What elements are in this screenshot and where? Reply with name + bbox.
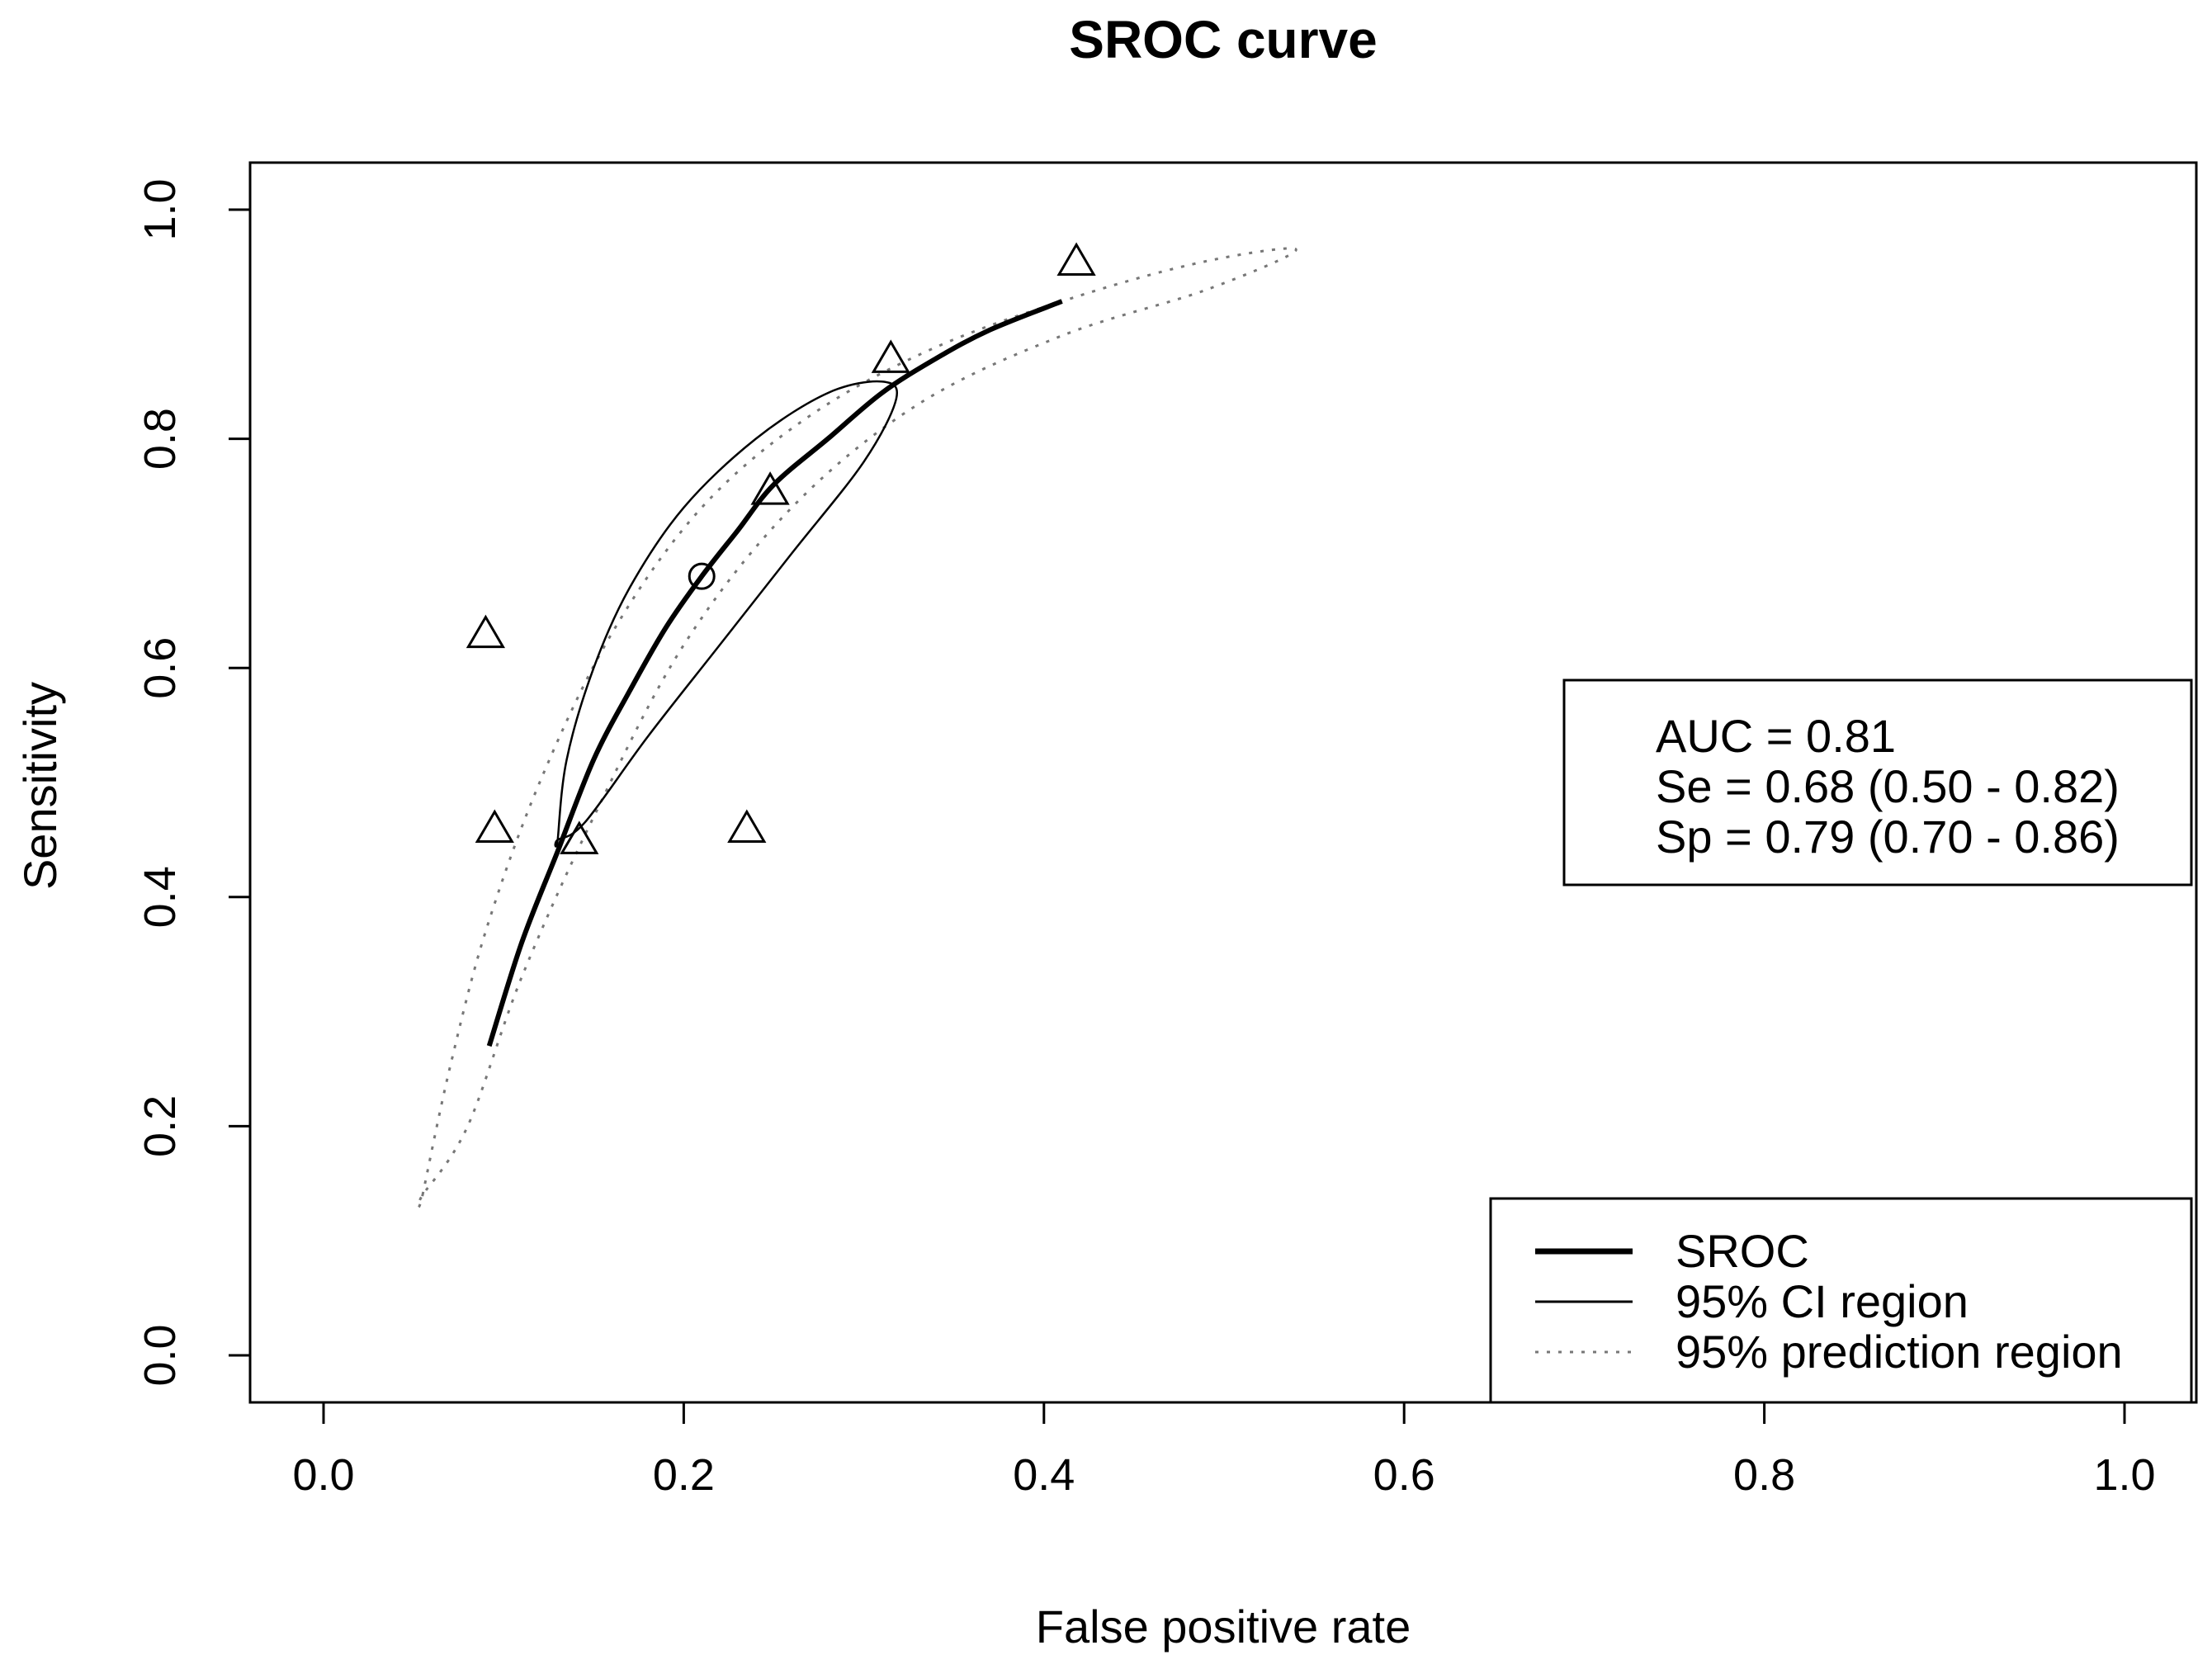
legend-label-ci: 95% CI region (1676, 1275, 1969, 1327)
study-point (871, 339, 910, 373)
y-tick-label: 0.4 (135, 866, 185, 928)
y-tick-label: 1.0 (135, 178, 185, 240)
stats-specificity: Sp = 0.79 (0.70 - 0.86) (1656, 811, 2120, 863)
sroc-curve (486, 299, 1063, 1047)
study-point (475, 809, 514, 843)
legend-label-prediction: 95% prediction region (1676, 1326, 2123, 1378)
legend-label-sroc: SROC (1676, 1225, 1809, 1277)
x-axis-label: False positive rate (1036, 1600, 1411, 1652)
y-tick-label: 0.2 (135, 1095, 185, 1157)
study-point (560, 820, 599, 854)
y-axis-label: Sensitivity (14, 682, 66, 890)
stats-sensitivity: Se = 0.68 (0.50 - 0.82) (1656, 760, 2120, 812)
study-point (727, 809, 767, 843)
x-axis: 0.0 0.2 0.4 0.6 0.8 1.0 (292, 1401, 2156, 1500)
regions-layer (417, 247, 1297, 1209)
x-tick-label: 0.0 (292, 1450, 354, 1500)
summary-point (688, 562, 716, 590)
y-axis: 0.0 0.2 0.4 0.6 0.8 1.0 (135, 178, 252, 1387)
sroc-curve-layer (486, 299, 1063, 1047)
stats-box: AUC = 0.81 Se = 0.68 (0.50 - 0.82) Sp = … (1562, 678, 2193, 887)
study-point (750, 471, 790, 505)
x-tick-label: 1.0 (2093, 1450, 2155, 1500)
points-layer (466, 242, 1096, 854)
study-point (466, 614, 506, 649)
x-tick-label: 0.4 (1013, 1450, 1075, 1500)
y-tick-label: 0.8 (135, 408, 185, 470)
y-tick-label: 0.0 (135, 1324, 185, 1386)
prediction-region (417, 247, 1297, 1209)
x-tick-label: 0.6 (1373, 1450, 1435, 1500)
y-tick-label: 0.6 (135, 637, 185, 699)
x-tick-label: 0.8 (1733, 1450, 1795, 1500)
study-point (1056, 242, 1096, 276)
legend: SROC 95% CI region 95% prediction region (1489, 1197, 2193, 1404)
stats-box-frame (1562, 678, 2193, 887)
stats-auc: AUC = 0.81 (1656, 710, 1896, 762)
x-tick-label: 0.2 (653, 1450, 715, 1500)
chart-title: SROC curve (1069, 10, 1377, 69)
ci-region (554, 380, 898, 848)
